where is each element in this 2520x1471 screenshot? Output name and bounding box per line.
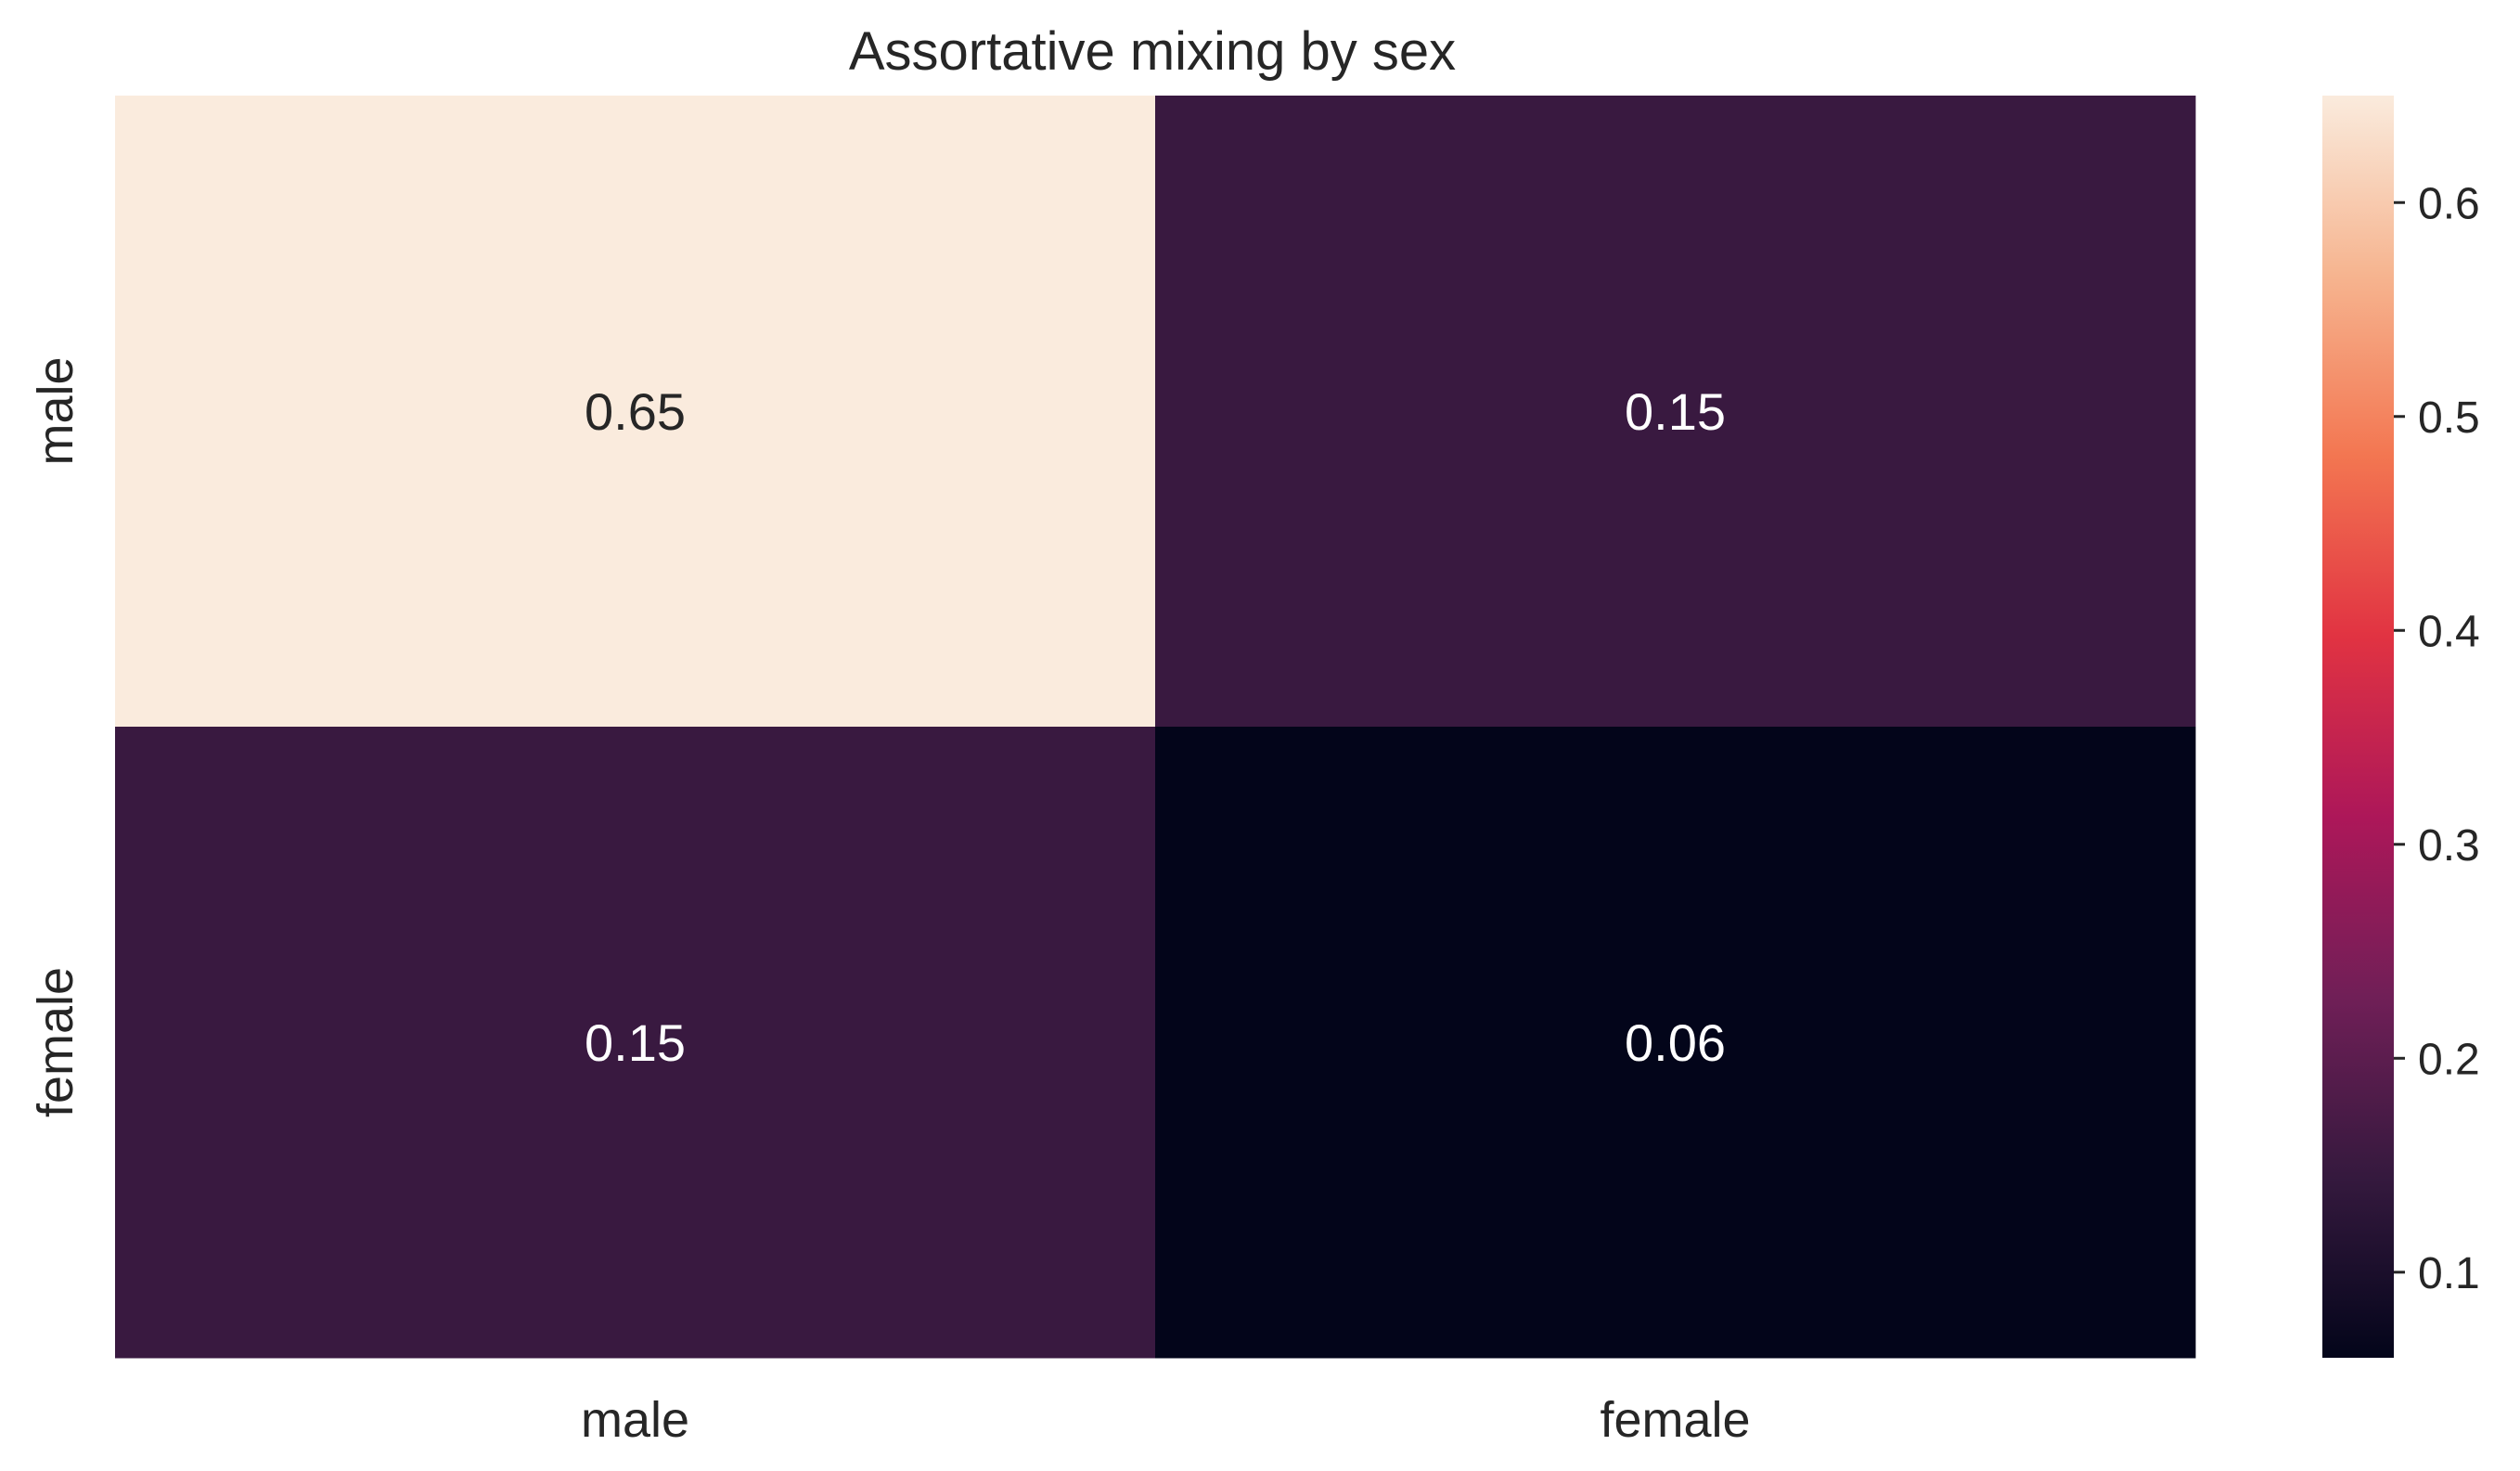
- heatmap-cells: [115, 96, 2196, 1359]
- colorbar-gradient: [2322, 96, 2394, 1358]
- colorbar-tick-label: 0.6: [2418, 179, 2480, 228]
- colorbar-tick-label: 0.4: [2418, 607, 2480, 656]
- heatmap-cell-female-male: [115, 727, 1156, 1359]
- cell-value-label: 0.06: [1625, 1013, 1726, 1072]
- cell-value-label: 0.15: [585, 1013, 686, 1072]
- column-tick-label: female: [1600, 1392, 1750, 1448]
- chart-title: Assortative mixing by sex: [849, 21, 1456, 82]
- row-tick-label: male: [28, 356, 84, 465]
- row-tick-label: female: [28, 967, 84, 1117]
- colorbar-tick-label: 0.3: [2418, 821, 2480, 871]
- heatmap-cell-male-female: [1155, 96, 2196, 728]
- row-tick-labels: male female: [28, 356, 84, 1117]
- column-tick-labels: male female: [581, 1392, 1751, 1448]
- heatmap-cell-female-female: [1155, 727, 2196, 1359]
- cell-value-labels: 0.65 0.15 0.15 0.06: [585, 382, 1726, 1072]
- colorbar-tick-label: 0.1: [2418, 1249, 2480, 1298]
- colorbar: 0.1 0.2 0.3 0.4 0.5 0.6: [2322, 96, 2480, 1358]
- heatmap-cell-male-male: [115, 96, 1156, 728]
- colorbar-tick-label: 0.5: [2418, 394, 2480, 443]
- column-tick-label: male: [581, 1392, 689, 1448]
- cell-value-label: 0.15: [1625, 382, 1726, 441]
- cell-value-label: 0.65: [585, 382, 686, 441]
- colorbar-tick-label: 0.2: [2418, 1035, 2480, 1084]
